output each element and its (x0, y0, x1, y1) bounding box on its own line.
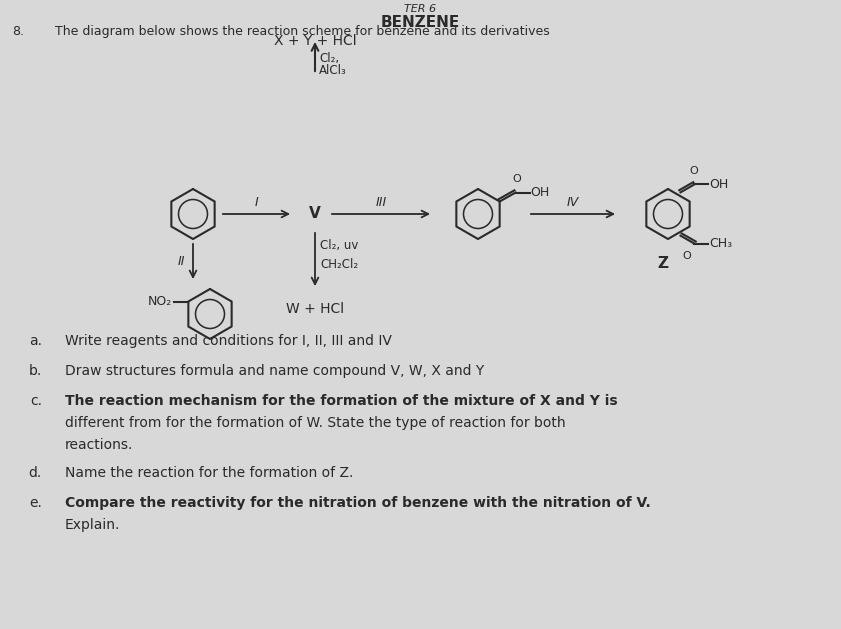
Text: Write reagents and conditions for I, II, III and IV: Write reagents and conditions for I, II,… (65, 334, 392, 348)
Text: I: I (255, 196, 258, 209)
Text: II: II (177, 255, 185, 268)
Text: CH₂Cl₂: CH₂Cl₂ (320, 257, 358, 270)
Text: CH₃: CH₃ (710, 237, 733, 250)
Text: O: O (512, 174, 521, 184)
Text: Draw structures formula and name compound V, W, X and Y: Draw structures formula and name compoun… (65, 364, 484, 378)
Text: Compare the reactivity for the nitration of benzene with the nitration of V.: Compare the reactivity for the nitration… (65, 496, 651, 510)
Text: Cl₂,: Cl₂, (319, 52, 339, 65)
Text: different from for the formation of W. State the type of reaction for both: different from for the formation of W. S… (65, 416, 566, 430)
Text: AlCl₃: AlCl₃ (319, 64, 346, 77)
Text: b.: b. (29, 364, 42, 378)
Text: III: III (375, 196, 387, 209)
Text: OH: OH (531, 186, 550, 199)
Text: BENZENE: BENZENE (380, 15, 460, 30)
Text: c.: c. (30, 394, 42, 408)
Text: Cl₂, uv: Cl₂, uv (320, 240, 358, 252)
Text: Name the reaction for the formation of Z.: Name the reaction for the formation of Z… (65, 466, 353, 480)
Text: Explain.: Explain. (65, 518, 120, 532)
Text: 8.: 8. (12, 25, 24, 38)
Text: NO₂: NO₂ (148, 295, 172, 308)
Text: The reaction mechanism for the formation of the mixture of X and Y is: The reaction mechanism for the formation… (65, 394, 617, 408)
Text: reactions.: reactions. (65, 438, 134, 452)
Text: The diagram below shows the reaction scheme for benzene and its derivatives: The diagram below shows the reaction sch… (55, 25, 550, 38)
Text: IV: IV (567, 196, 579, 209)
Text: V: V (309, 206, 321, 221)
Text: X + Y + HCl: X + Y + HCl (273, 34, 357, 48)
Text: e.: e. (29, 496, 42, 510)
Text: TER 6: TER 6 (404, 4, 436, 14)
Text: W + HCl: W + HCl (286, 302, 344, 316)
Text: Z: Z (658, 256, 669, 271)
Text: O: O (682, 250, 690, 260)
Text: O: O (689, 166, 698, 176)
Text: OH: OH (710, 178, 729, 191)
Text: a.: a. (29, 334, 42, 348)
Text: d.: d. (29, 466, 42, 480)
